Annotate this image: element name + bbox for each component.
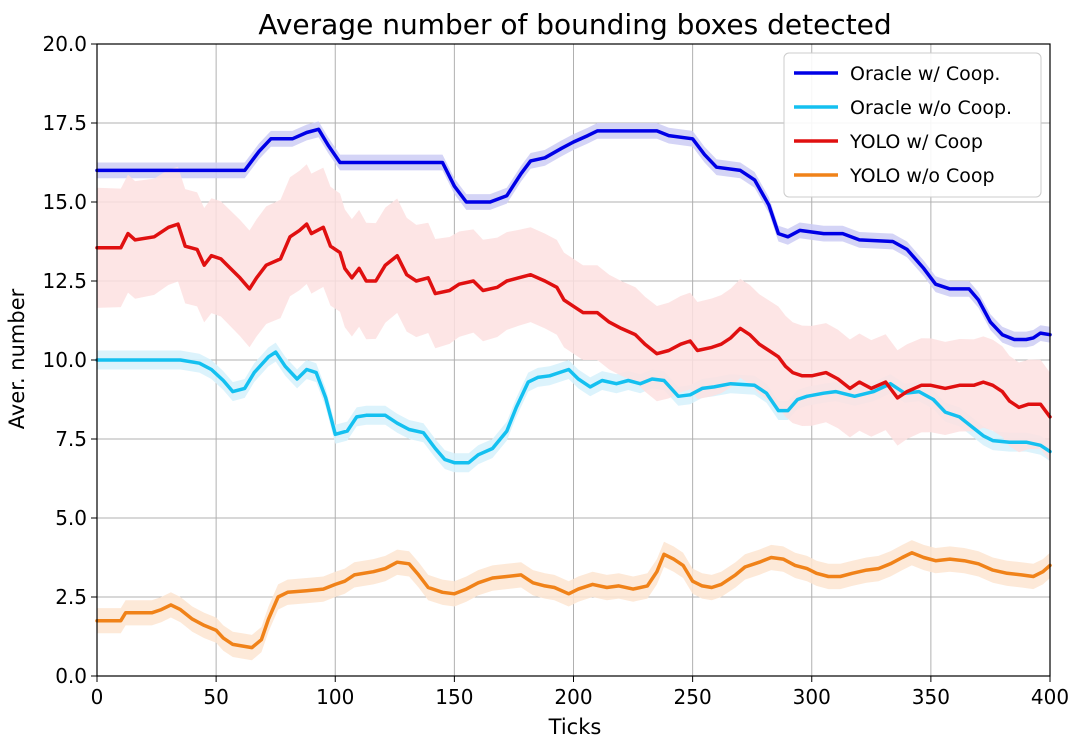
- series-band-3: [97, 164, 1050, 462]
- x-tick-label: 350: [912, 685, 950, 709]
- series-line-3: [95, 222, 1052, 419]
- x-tick-label: 100: [316, 685, 354, 709]
- legend-label: Oracle w/ Coop.: [850, 63, 1000, 85]
- x-tick-label: 150: [435, 685, 473, 709]
- legend: Oracle w/ Coop. Oracle w/o Coop. YOLO w/ C…: [783, 52, 1042, 198]
- y-axis-label: Aver. number: [5, 288, 29, 429]
- x-tick-label: 400: [1031, 685, 1069, 709]
- y-tick-label: 0.0: [55, 664, 87, 688]
- x-tick-label: 0: [91, 685, 104, 709]
- x-tick-label: 50: [203, 685, 228, 709]
- chart-title: Average number of bounding boxes detecte…: [258, 8, 891, 41]
- x-axis-label: Ticks: [548, 715, 602, 739]
- legend-box: [783, 52, 1042, 198]
- series-line-1: [95, 127, 1052, 342]
- series-lines: [95, 127, 1052, 650]
- x-axis-ticks: 0 50 100 150 200 250 300 350 400: [91, 676, 1069, 709]
- y-tick-label: 5.0: [55, 506, 87, 530]
- y-tick-label: 17.5: [42, 111, 87, 135]
- y-tick-label: 7.5: [55, 427, 87, 451]
- y-tick-label: 2.5: [55, 585, 87, 609]
- series-band-2: [97, 342, 1050, 473]
- legend-label: YOLO w/o Coop: [849, 165, 995, 187]
- y-tick-label: 12.5: [42, 269, 87, 293]
- y-tick-label: 20.0: [42, 32, 87, 56]
- y-axis-ticks: 0.0 2.5 5.0 7.5 10.0 12.5 15.0 17.5 20.0: [42, 32, 97, 688]
- x-tick-label: 250: [674, 685, 712, 709]
- y-tick-label: 10.0: [42, 348, 87, 372]
- y-tick-label: 15.0: [42, 190, 87, 214]
- series-line-2: [95, 350, 1052, 465]
- series-line-4: [95, 551, 1052, 650]
- series-band-1: [97, 121, 1050, 348]
- x-tick-label: 200: [554, 685, 592, 709]
- legend-label: YOLO w/ Coop: [849, 131, 983, 153]
- x-tick-label: 300: [793, 685, 831, 709]
- legend-label: Oracle w/o Coop.: [850, 97, 1012, 119]
